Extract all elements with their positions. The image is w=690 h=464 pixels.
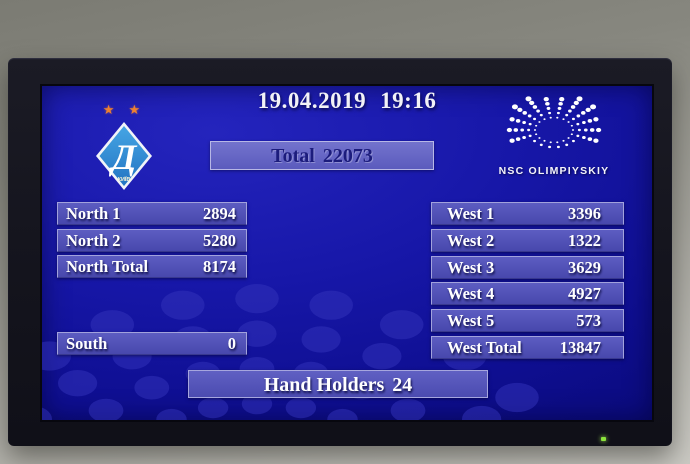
total-attendance-bar: Total 22073: [210, 141, 434, 170]
row-west-4: West 4 4927: [431, 282, 624, 305]
total-value: 22073: [322, 145, 373, 167]
row-value: 1322: [568, 230, 601, 250]
date-text: 19.04.2019: [257, 88, 367, 113]
row-label: North 1: [66, 203, 121, 223]
row-value: 3629: [568, 257, 601, 277]
hand-holders-bar: Hand Holders 24: [188, 370, 488, 398]
tv-bezel: 19.04.2019 19:16 ★ ★ Д КИЇВ: [8, 58, 672, 446]
row-value: 573: [576, 310, 601, 330]
stadium-watermark-pattern: [42, 284, 539, 420]
row-west-2: West 2 1322: [431, 229, 624, 252]
row-value: 5280: [203, 230, 236, 250]
row-value: 3396: [568, 203, 601, 223]
dynamo-letter: Д: [109, 137, 138, 177]
nsc-olimpiyskiy-logo: NSC OLIMPIYSKIY: [484, 94, 624, 177]
row-label: South: [66, 333, 108, 353]
row-value: 0: [227, 333, 236, 353]
row-west-5: West 5 573: [431, 309, 624, 332]
row-label: North 2: [66, 230, 121, 250]
hand-holders-value: 24: [392, 374, 413, 396]
row-value: 2894: [203, 203, 236, 223]
row-label: West 4: [447, 283, 495, 303]
row-north-1: North 1 2894: [57, 202, 247, 225]
stars-icon: ★ ★: [102, 103, 146, 118]
row-north-2: North 2 5280: [57, 229, 247, 252]
row-label: West 3: [447, 257, 495, 277]
datetime-display: 19.04.2019 19:16: [42, 88, 652, 114]
dynamo-city-label: КИЇВ: [118, 176, 131, 183]
row-west-1: West 1 3396: [431, 202, 624, 225]
screen-content: 19.04.2019 19:16 ★ ★ Д КИЇВ: [42, 86, 652, 420]
row-label: West 5: [447, 310, 495, 330]
stadium-caption: NSC OLIMPIYSKIY: [498, 165, 610, 177]
row-label: West Total: [447, 337, 522, 357]
row-label: West 1: [447, 203, 495, 223]
olimpiyskiy-dots-icon: [506, 96, 602, 149]
row-value: 4927: [568, 283, 601, 303]
row-north-total: North Total 8174: [57, 255, 247, 278]
hand-holders-label: Hand Holders: [263, 374, 385, 396]
power-led: [601, 437, 606, 441]
dynamo-kyiv-logo: ★ ★ Д КИЇВ: [96, 102, 152, 190]
time-text: 19:16: [380, 88, 437, 113]
dynamo-diamond-icon: Д КИЇВ: [96, 122, 152, 190]
row-west-3: West 3 3629: [431, 256, 624, 279]
row-value: 8174: [203, 256, 236, 276]
scoreboard-screen: 19.04.2019 19:16 ★ ★ Д КИЇВ: [40, 84, 654, 422]
row-west-total: West Total 13847: [431, 336, 624, 359]
row-label: West 2: [447, 230, 495, 250]
total-label: Total: [271, 145, 315, 167]
row-value: 13847: [559, 337, 601, 357]
row-south: South 0: [57, 332, 247, 355]
row-label: North Total: [66, 256, 149, 276]
